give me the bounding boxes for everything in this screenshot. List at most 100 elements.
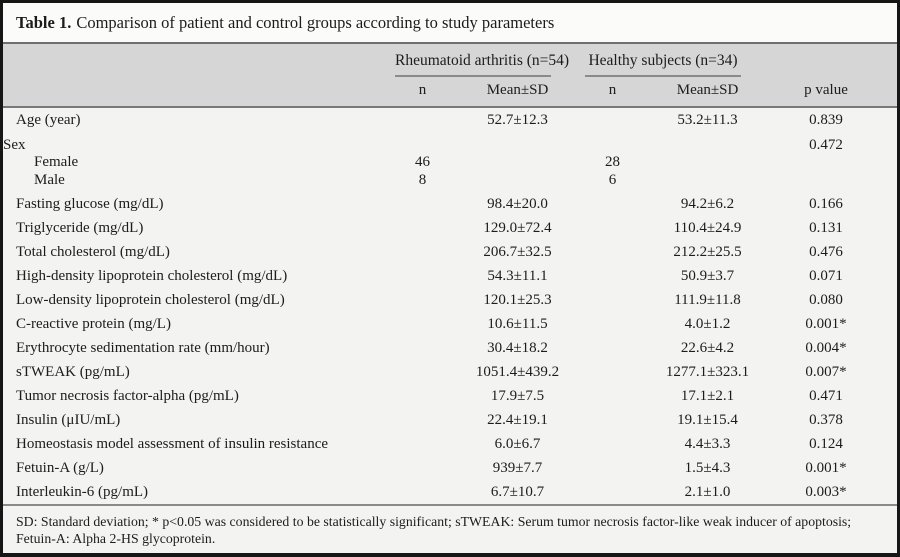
table-header: Rheumatoid arthritis (n=54) Healthy subj… (3, 44, 897, 108)
ra-mean-cell: 22.4±19.1 (487, 411, 548, 428)
p-value-cell: 0.003* (805, 483, 847, 500)
table-row: Sex 0.472 (3, 132, 897, 154)
p-value-cell: 0.004* (805, 339, 847, 356)
p-value-cell: 0.131 (809, 219, 843, 236)
col-header-n-ra: n (375, 77, 470, 108)
group-header-rheumatoid: Rheumatoid arthritis (n=54) (395, 52, 569, 77)
ra-mean-cell: 30.4±18.2 (487, 339, 548, 356)
ra-mean-cell (470, 172, 565, 193)
table-row: High-density lipoprotein cholesterol (mg… (3, 264, 897, 288)
p-value-cell (755, 154, 897, 172)
hs-n-cell (565, 336, 660, 360)
group-header-cell-rheumatoid: Rheumatoid arthritis (n=54) (375, 44, 569, 77)
hs-mean-cell: 4.4±3.3 (684, 435, 731, 452)
hs-n-cell (565, 216, 660, 240)
row-label: Age (year) (16, 111, 81, 128)
ra-mean-cell: 98.4±20.0 (487, 195, 548, 212)
col-header-mean-sd-hs: Mean±SD (660, 77, 756, 108)
ra-n-cell (375, 336, 470, 360)
p-value-cell (755, 172, 897, 193)
p-value-cell: 0.124 (809, 435, 843, 452)
table-body: Age (year) 52.7±12.3 53.2±11.3 0.839 Sex 0.47… (3, 107, 897, 504)
row-label: Female (34, 154, 79, 170)
sub-header-row: n Mean±SD n Mean±SD p value (3, 77, 897, 108)
ra-n-cell (375, 432, 470, 456)
ra-n-cell: 46 (415, 154, 430, 170)
row-label: Homeostasis model assessment of insulin … (16, 435, 329, 452)
hs-mean-cell: 17.1±2.1 (680, 387, 735, 404)
p-value-cell: 0.001* (805, 459, 847, 476)
ra-n-cell (375, 456, 470, 480)
table-row: Male 8 6 (3, 172, 897, 193)
p-value-cell: 0.472 (809, 136, 843, 153)
p-value-cell: 0.166 (809, 195, 843, 212)
ra-n-cell (375, 264, 470, 288)
hs-n-cell (565, 288, 660, 312)
hs-n-cell (565, 240, 660, 264)
row-label: sTWEAK (pg/mL) (16, 363, 130, 380)
table-row: Homeostasis model assessment of insulin … (3, 432, 897, 456)
table-row: sTWEAK (pg/mL) 1051.4±439.2 1277.1±323.1 0.… (3, 360, 897, 384)
ra-mean-cell (470, 132, 565, 154)
ra-n-cell (375, 216, 470, 240)
col-header-n-hs: n (565, 77, 661, 108)
empty-header-cell (755, 44, 897, 77)
table-row: Triglyceride (mg/dL) 129.0±72.4 110.4±24.9… (3, 216, 897, 240)
group-header-cell-healthy: Healthy subjects (n=34) (565, 44, 755, 77)
hs-mean-cell: 2.1±1.0 (684, 483, 731, 500)
ra-mean-cell: 1051.4±439.2 (475, 363, 560, 380)
ra-n-cell (375, 240, 470, 264)
p-value-cell: 0.007* (805, 363, 847, 380)
ra-mean-cell: 17.9±7.5 (490, 387, 545, 404)
table-row: Age (year) 52.7±12.3 53.2±11.3 0.839 (3, 107, 897, 132)
ra-n-cell (375, 312, 470, 336)
ra-n-cell (375, 288, 470, 312)
ra-n-cell (375, 360, 470, 384)
table-row: Fetuin-A (g/L) 939±7.7 1.5±4.3 0.001* (3, 456, 897, 480)
row-label: Low-density lipoprotein cholesterol (mg/… (16, 291, 285, 308)
hs-mean-cell: 19.1±15.4 (677, 411, 738, 428)
hs-mean-cell: 110.4±24.9 (673, 219, 742, 236)
row-label: Total cholesterol (mg/dL) (16, 243, 170, 260)
ra-mean-cell: 6.0±6.7 (494, 435, 541, 452)
ra-mean-cell (470, 154, 565, 172)
p-value-cell: 0.471 (809, 387, 843, 404)
p-value-cell: 0.001* (805, 315, 847, 332)
hs-mean-cell (660, 172, 755, 193)
table-row: Female 46 28 (3, 154, 897, 172)
table-title: Table 1. Comparison of patient and contro… (3, 3, 897, 44)
hs-mean-cell: 22.6±4.2 (680, 339, 735, 356)
hs-mean-cell: 50.9±3.7 (680, 267, 735, 284)
hs-n-cell (565, 432, 660, 456)
hs-n-cell (565, 312, 660, 336)
ra-mean-cell: 129.0±72.4 (483, 219, 552, 236)
hs-n-cell (565, 107, 660, 132)
ra-mean-cell: 54.3±11.1 (487, 267, 548, 284)
ra-mean-cell: 120.1±25.3 (483, 291, 552, 308)
empty-header-cell (3, 44, 375, 77)
hs-n-cell (565, 360, 660, 384)
empty-header-cell (3, 77, 375, 108)
ra-mean-cell: 10.6±11.5 (487, 315, 548, 332)
row-label: Male (34, 172, 65, 188)
p-value-cell: 0.476 (809, 243, 843, 260)
ra-n-cell (375, 384, 470, 408)
group-header-row: Rheumatoid arthritis (n=54) Healthy subj… (3, 44, 897, 77)
row-label: Interleukin-6 (pg/mL) (16, 483, 149, 500)
ra-n-cell (375, 408, 470, 432)
hs-mean-cell: 53.2±11.3 (677, 111, 738, 128)
ra-mean-cell: 939±7.7 (492, 459, 543, 476)
row-label: Insulin (μIU/mL) (16, 411, 121, 428)
hs-mean-cell: 94.2±6.2 (680, 195, 735, 212)
table-number: Table 1. (16, 13, 72, 32)
row-label: Fasting glucose (mg/dL) (16, 195, 164, 212)
ra-mean-cell: 206.7±32.5 (483, 243, 552, 260)
ra-n-cell: 8 (418, 172, 427, 188)
row-label: Fetuin-A (g/L) (16, 459, 104, 476)
hs-n-cell (565, 456, 660, 480)
hs-mean-cell: 1277.1±323.1 (665, 363, 750, 380)
table-footnote: SD: Standard deviation; * p<0.05 was con… (3, 504, 897, 553)
hs-n-cell: 28 (605, 154, 621, 170)
ra-mean-cell: 6.7±10.7 (490, 483, 545, 500)
